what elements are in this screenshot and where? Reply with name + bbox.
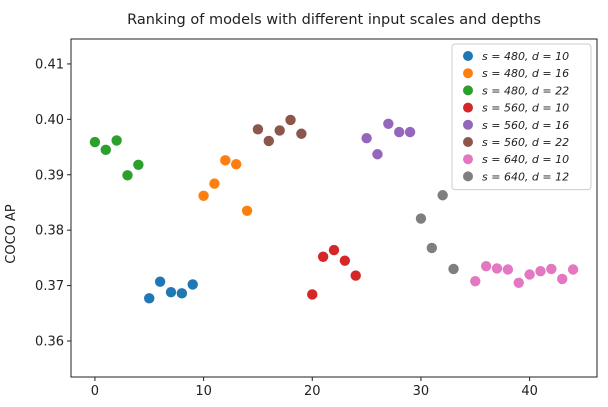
ticks-layer: 0 10 20 30 40 0.36 0.37 0.38 0.39 0.40 0.41 [35, 57, 538, 399]
plot-area-frame [70, 38, 598, 378]
legend-marker [463, 154, 473, 165]
data-point [133, 159, 144, 170]
legend-entry-label: s = 560, d = 10 [482, 102, 569, 115]
data-point [100, 144, 111, 156]
y-tick-label: 0.37 [35, 279, 64, 294]
data-point [567, 264, 579, 275]
legend-entry-label: s = 560, d = 22 [482, 136, 569, 149]
legend-marker [463, 119, 473, 130]
data-point [524, 269, 535, 280]
legend-entry-label: s = 560, d = 16 [482, 119, 569, 132]
x-tick-label: 10 [195, 384, 212, 399]
data-point [448, 263, 459, 275]
data-point [480, 260, 492, 272]
points-layer [89, 114, 579, 304]
data-point [317, 251, 329, 262]
data-point [339, 255, 351, 266]
legend-marker [463, 171, 473, 182]
data-point [513, 277, 524, 289]
data-point [144, 293, 155, 304]
y-tick-label: 0.40 [35, 113, 64, 128]
data-point [220, 155, 231, 166]
data-point [307, 289, 318, 300]
data-point [252, 124, 264, 135]
x-tick-label: 0 [91, 384, 99, 399]
data-point [383, 118, 394, 129]
y-axis-label: COCO AP [4, 204, 19, 264]
data-point [415, 213, 427, 224]
data-point [557, 273, 568, 285]
legend-marker [463, 51, 473, 61]
x-tick-label: 20 [304, 384, 321, 399]
data-point [437, 190, 448, 201]
data-point [230, 159, 242, 170]
data-point [274, 125, 285, 136]
chart-title: Ranking of models with different input s… [127, 12, 541, 28]
data-point [394, 126, 405, 138]
y-tick-label: 0.38 [35, 224, 64, 239]
data-point [404, 126, 416, 138]
data-point [491, 263, 503, 274]
data-point [187, 279, 198, 290]
legend-entry-label: s = 640, d = 12 [482, 170, 569, 183]
data-point [241, 205, 253, 216]
data-point [328, 244, 340, 256]
y-tick-label: 0.39 [35, 168, 64, 183]
data-point [154, 276, 166, 287]
data-point [470, 275, 481, 287]
legend-frame [451, 43, 592, 191]
data-point [350, 270, 361, 281]
data-point [176, 288, 188, 299]
legend: s = 480, d = 10 s = 480, d = 16 s = 480, d… [451, 43, 592, 191]
data-point [198, 190, 209, 202]
y-tick-label: 0.41 [35, 57, 64, 72]
data-point [361, 132, 372, 144]
x-tick-label: 40 [521, 384, 538, 399]
legend-marker [463, 102, 473, 113]
y-tick-label: 0.36 [35, 334, 64, 349]
data-point [165, 287, 177, 298]
data-point [263, 135, 274, 147]
legend-entry-label: s = 640, d = 10 [482, 153, 569, 166]
legend-marker [463, 68, 473, 79]
x-tick-label: 30 [413, 384, 430, 399]
legend-entry-label: s = 480, d = 10 [482, 50, 569, 63]
data-point [426, 242, 438, 254]
data-point [535, 265, 546, 277]
data-point [502, 264, 514, 275]
legend-marker [463, 137, 473, 147]
legend-entry-label: s = 480, d = 22 [482, 84, 569, 97]
data-point [296, 128, 307, 139]
data-point [285, 114, 296, 126]
data-point [209, 178, 220, 189]
data-point [546, 263, 557, 275]
data-point [372, 149, 383, 160]
data-point [122, 170, 133, 181]
data-point [89, 136, 101, 148]
data-point [111, 135, 122, 146]
legend-entry-label: s = 480, d = 16 [482, 67, 569, 80]
legend-marker [463, 85, 473, 96]
